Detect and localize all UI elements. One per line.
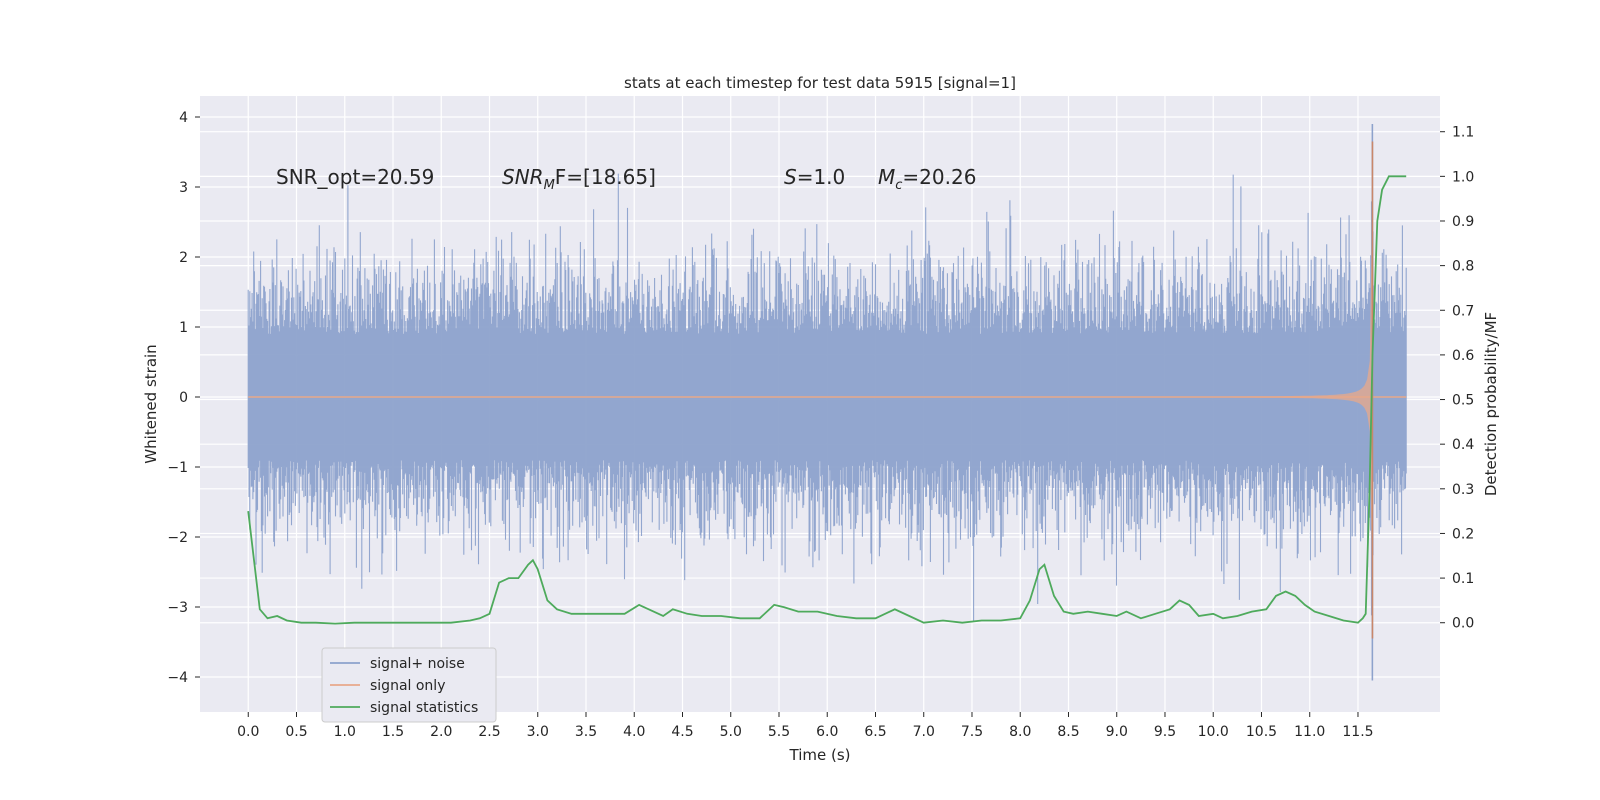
signal-statistics-line [247,175,1407,625]
y-axis-title: Whitened strain [142,344,160,463]
x-tick-label: 7.0 [913,724,935,740]
right-y-tick-label: 0.6 [1452,348,1474,364]
annotation-mc: Mc=20.26 [878,165,976,193]
annotation-mc-symbol: M [878,165,895,189]
right-y-tick-label: 0.1 [1452,571,1474,587]
tick-layer: 0.0 0.5 1.0 1.5 2.0 2.5 3.0 3.5 4.0 4.5 5.0 5.5 6.0 6… [167,110,1474,740]
annotation-mc-value: =20.26 [902,165,976,189]
x-tick-label: 1.5 [382,724,404,740]
annotation-s-symbol: S [784,165,797,189]
x-tick-label: 6.0 [816,724,838,740]
legend: signal+ noise signal only signal statist… [321,647,497,723]
right-y-tick-label: 0.7 [1452,303,1474,319]
right-y-tick-label: 0.9 [1452,214,1474,230]
x-tick-label: 3.0 [527,724,549,740]
legend-label-signal-statistics: signal statistics [370,700,478,716]
x-tick-label: 5.5 [768,724,790,740]
annotation-snr-mf-subscript: M [544,178,555,193]
y-tick-label: −3 [167,600,188,616]
annotation-snr-mf: SNRMF=[18.65] [502,165,656,193]
annotation-snr-opt: SNR_opt=20.59 [276,165,434,189]
right-y-axis-title: Detection probability/MF [1482,312,1500,496]
right-y-tick-label: 0.3 [1452,482,1474,498]
x-tick-label: 10.5 [1246,724,1277,740]
x-tick-label: 8.5 [1057,724,1079,740]
x-axis-title: Time (s) [789,746,851,764]
x-tick-label: 4.0 [623,724,645,740]
y-tick-label: 3 [179,180,188,196]
signal-noise-trace [247,124,1407,681]
x-tick-label: 11.0 [1294,724,1325,740]
annotation-mc-subscript: c [895,178,902,193]
y-tick-label: 2 [179,250,188,266]
x-tick-label: 10.0 [1198,724,1229,740]
chart-title: stats at each timestep for test data 591… [624,74,1016,92]
right-y-tick-label: 0.4 [1452,437,1474,453]
x-tick-label: 11.5 [1342,724,1373,740]
annotation-s: S=1.0 [784,165,845,189]
legend-label-signal-only: signal only [370,678,445,694]
legend-box [321,647,497,723]
right-y-tick-label: 0.8 [1452,259,1474,275]
y-tick-label: 0 [179,390,188,406]
x-tick-label: 9.0 [1106,724,1128,740]
annotation-snr-mf-value: F=[18.65] [555,165,656,189]
x-tick-label: 5.0 [720,724,742,740]
x-tick-label: 2.5 [478,724,500,740]
x-tick-label: 8.0 [1009,724,1031,740]
right-y-tick-label: 1.0 [1452,169,1474,185]
x-tick-label: 9.5 [1154,724,1176,740]
x-tick-label: 2.0 [430,724,452,740]
x-tick-label: 4.5 [671,724,693,740]
y-tick-label: 1 [179,320,188,336]
y-tick-label: 4 [179,110,188,126]
annotation-snr-mf-base: SNR [502,165,544,189]
x-tick-label: 0.5 [285,724,307,740]
y-tick-label: −1 [167,460,188,476]
right-y-tick-label: 1.1 [1452,125,1474,141]
right-y-tick-label: 0.2 [1452,526,1474,542]
x-tick-label: 7.5 [961,724,983,740]
x-tick-label: 0.0 [237,724,259,740]
x-tick-label: 3.5 [575,724,597,740]
annotation-s-value: =1.0 [797,165,846,189]
y-tick-label: −4 [167,670,188,686]
y-tick-label: −2 [167,530,188,546]
x-tick-label: 6.5 [864,724,886,740]
legend-label-signal-noise: signal+ noise [370,656,465,672]
right-y-tick-label: 0.5 [1452,393,1474,409]
signal-statistics-series [247,175,1407,625]
right-y-tick-label: 0.0 [1452,616,1474,632]
x-tick-label: 1.0 [334,724,356,740]
